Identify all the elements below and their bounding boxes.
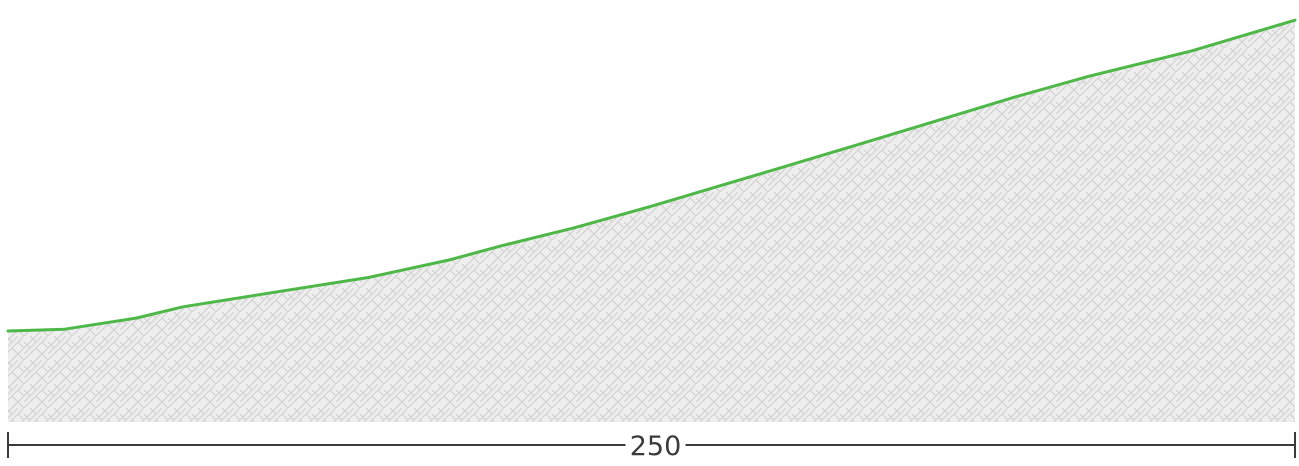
line-layer [6, 18, 1297, 333]
distance-scale: 250 [7, 431, 1296, 462]
elevation-line [6, 18, 1297, 333]
scale-label: 250 [630, 431, 682, 462]
elevation-area [8, 20, 1295, 422]
area-layer [8, 20, 1295, 422]
